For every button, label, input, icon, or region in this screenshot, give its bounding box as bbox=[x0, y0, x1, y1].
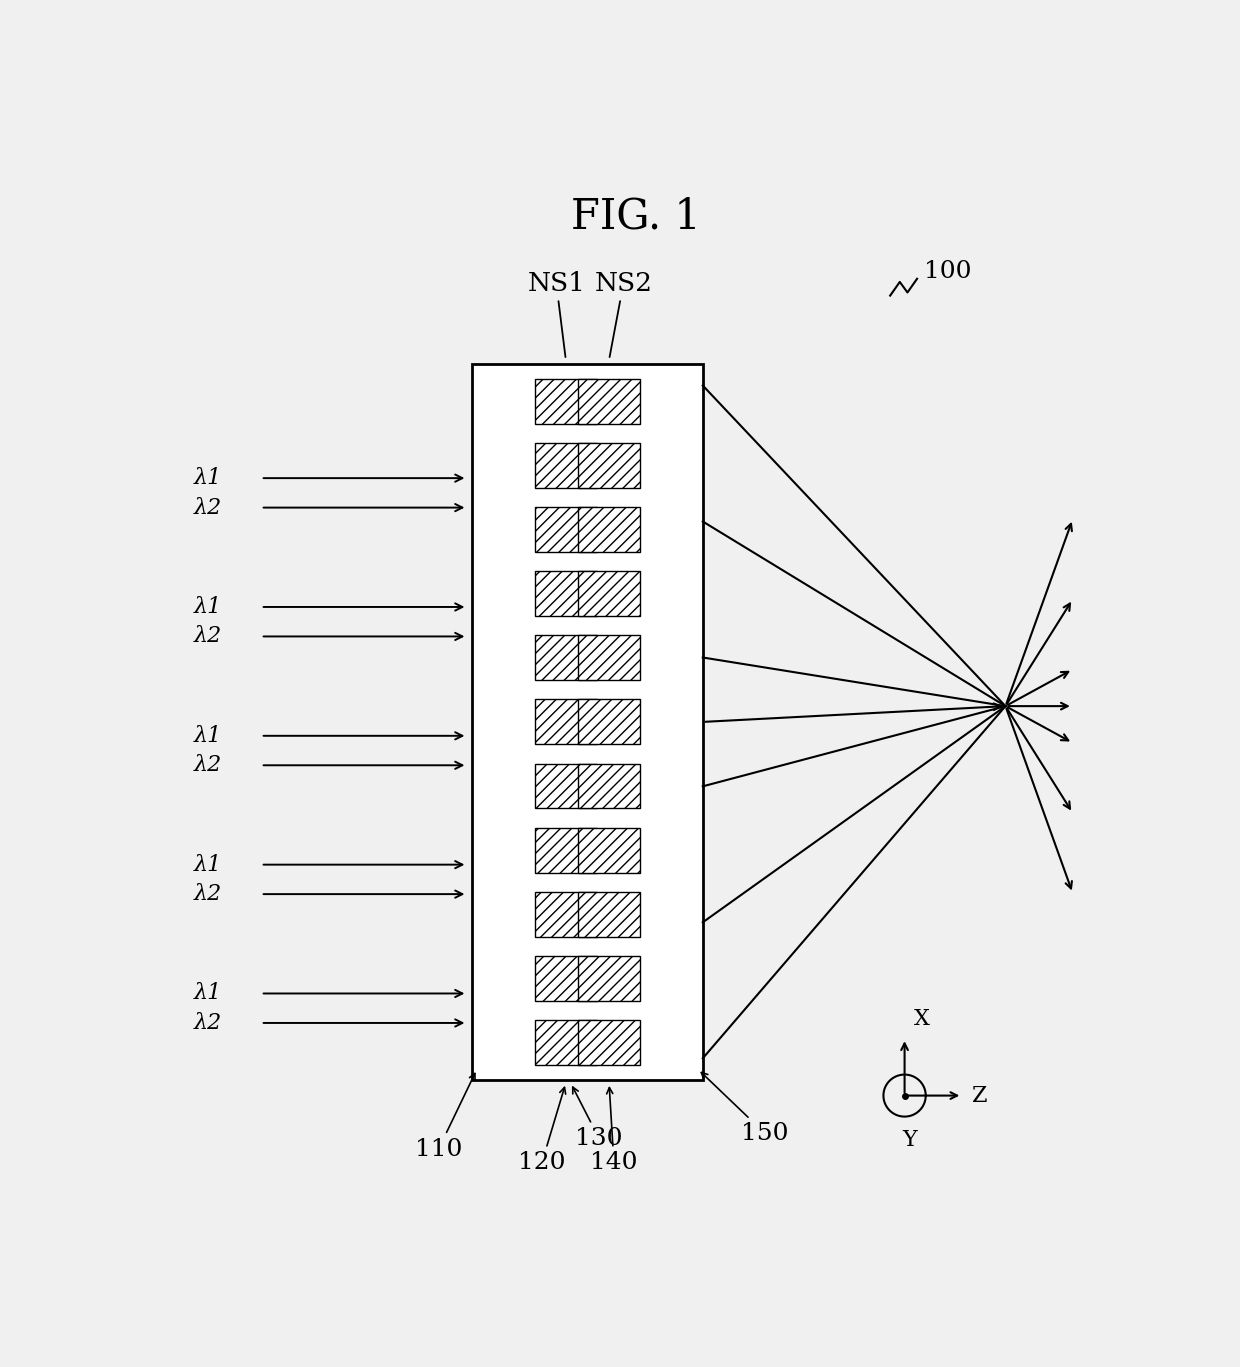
Text: 110: 110 bbox=[415, 1073, 475, 1161]
Bar bbox=[472, 364, 703, 1080]
Bar bbox=[534, 571, 598, 617]
Text: λ2: λ2 bbox=[193, 1012, 222, 1033]
Text: X: X bbox=[914, 1007, 930, 1029]
Bar bbox=[534, 1020, 598, 1065]
Text: 130: 130 bbox=[573, 1087, 622, 1150]
Bar bbox=[534, 636, 598, 681]
Text: 140: 140 bbox=[590, 1088, 637, 1174]
Text: λ1: λ1 bbox=[193, 468, 222, 489]
Text: FIG. 1: FIG. 1 bbox=[570, 195, 701, 238]
Text: 100: 100 bbox=[924, 260, 971, 283]
Text: λ2: λ2 bbox=[193, 883, 222, 905]
Text: NS2: NS2 bbox=[594, 271, 652, 357]
Bar bbox=[578, 443, 640, 488]
Text: λ2: λ2 bbox=[193, 626, 222, 648]
Bar bbox=[534, 956, 598, 1001]
Bar bbox=[534, 700, 598, 745]
Text: λ2: λ2 bbox=[193, 496, 222, 518]
Bar bbox=[578, 956, 640, 1001]
Text: λ2: λ2 bbox=[193, 755, 222, 776]
Text: 120: 120 bbox=[518, 1087, 565, 1174]
Bar bbox=[578, 1020, 640, 1065]
Bar bbox=[578, 379, 640, 424]
Text: 150: 150 bbox=[702, 1073, 789, 1146]
Text: λ1: λ1 bbox=[193, 596, 222, 618]
Bar bbox=[578, 827, 640, 872]
Text: Z: Z bbox=[972, 1084, 987, 1106]
Text: NS1: NS1 bbox=[527, 271, 585, 357]
Bar bbox=[534, 827, 598, 872]
Bar bbox=[534, 764, 598, 808]
Bar bbox=[534, 891, 598, 936]
Bar bbox=[534, 379, 598, 424]
Text: Y: Y bbox=[901, 1129, 916, 1151]
Text: λ1: λ1 bbox=[193, 725, 222, 746]
Bar bbox=[534, 507, 598, 552]
Bar bbox=[534, 443, 598, 488]
Bar bbox=[578, 891, 640, 936]
Text: λ1: λ1 bbox=[193, 983, 222, 1005]
Bar bbox=[578, 571, 640, 617]
Bar bbox=[578, 700, 640, 745]
Bar bbox=[578, 507, 640, 552]
Text: λ1: λ1 bbox=[193, 853, 222, 876]
Bar bbox=[578, 764, 640, 808]
Bar bbox=[578, 636, 640, 681]
